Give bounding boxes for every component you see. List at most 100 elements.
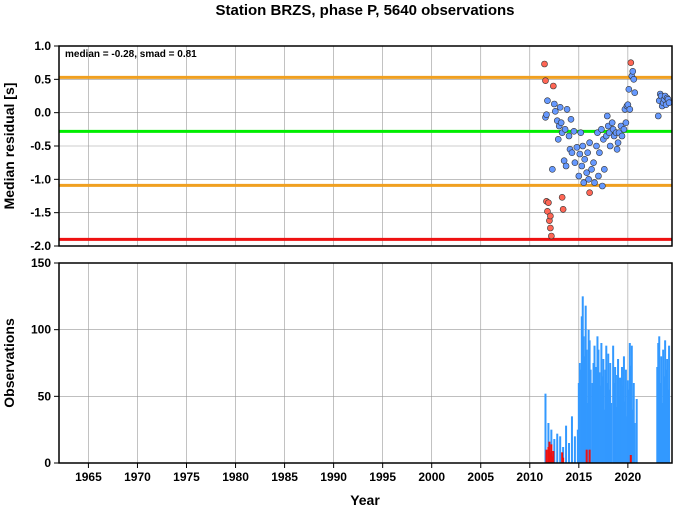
rejected-observation-bar <box>545 449 548 463</box>
data-point <box>590 159 597 166</box>
top-y-tick-label: 0.0 <box>34 106 51 120</box>
bottom-panel-x-label: Year <box>350 492 380 508</box>
data-point <box>606 142 614 150</box>
data-point <box>586 139 593 146</box>
x-tick-label: 2005 <box>467 470 494 484</box>
rejected-observation-bar <box>548 441 551 463</box>
data-point <box>622 119 630 126</box>
data-point <box>665 99 673 106</box>
data-point <box>573 144 581 151</box>
x-tick-label: 1980 <box>222 470 249 484</box>
observation-bar <box>630 345 633 463</box>
observation-bar <box>589 369 592 463</box>
x-tick-label: 1975 <box>173 470 200 484</box>
bottom-panel-frame <box>58 262 673 464</box>
data-point <box>585 176 592 183</box>
observation-bar <box>610 403 613 463</box>
observation-bar <box>565 425 568 463</box>
data-point <box>629 68 637 75</box>
rejected-observation-bar <box>585 449 588 463</box>
outlier-point <box>627 59 635 66</box>
data-point <box>608 119 616 126</box>
data-point <box>591 179 598 186</box>
top-panel-y-ticks: 1.0 0.5 0.0 -0.5 -1.0 -1.5 -2.0 <box>30 39 59 253</box>
outlier-point <box>544 208 551 215</box>
top-panel-reference-lines <box>59 75 672 241</box>
x-tick-label: 1970 <box>124 470 151 484</box>
x-tick-label: 2020 <box>615 470 642 484</box>
data-point <box>563 106 571 113</box>
observation-bar <box>570 416 573 463</box>
rejected-observation-bar <box>552 451 555 463</box>
data-point <box>544 97 551 104</box>
data-point <box>618 132 626 140</box>
x-tick-label: 1995 <box>369 470 396 484</box>
data-point <box>595 172 602 180</box>
top-panel-annotation: median = -0.28, smad = 0.81 <box>65 49 197 60</box>
top-y-tick-label: -1.5 <box>30 206 51 220</box>
bottom-y-tick-label: 150 <box>31 256 51 270</box>
data-point <box>551 108 559 115</box>
top-y-tick-label: 1.0 <box>34 39 51 53</box>
bottom-panel-y-label: Observations <box>1 318 17 408</box>
data-point <box>598 126 605 133</box>
outlier-point <box>541 60 548 68</box>
bottom-y-tick-label: 100 <box>31 323 51 337</box>
observation-bar <box>568 443 571 463</box>
observation-bar <box>635 399 638 463</box>
bottom-panel-y-ticks: 150 100 50 0 <box>31 256 59 470</box>
observation-bar <box>668 345 671 463</box>
data-point <box>549 166 556 173</box>
outlier-point <box>558 194 566 201</box>
bottom-panel-x-ticks: 1965 1970 1975 1980 1985 1990 1995 2000 2005 2010… <box>75 463 642 484</box>
data-point <box>603 112 611 120</box>
data-point <box>556 104 564 111</box>
data-point <box>614 139 622 146</box>
chart-title: Station BRZS, phase P, 5640 observations <box>216 2 515 19</box>
data-point <box>620 126 628 133</box>
data-point <box>596 149 603 156</box>
data-point <box>571 159 579 166</box>
data-point <box>554 136 562 143</box>
outlier-point <box>586 189 593 196</box>
data-point <box>630 76 638 83</box>
observation-bar <box>556 433 559 463</box>
bottom-y-tick-label: 0 <box>44 456 51 470</box>
data-point <box>588 166 595 173</box>
outlier-point <box>550 82 557 90</box>
rejected-observation-bar <box>550 444 553 463</box>
rejected-observation-bar <box>562 457 565 463</box>
data-point <box>568 149 576 156</box>
data-point <box>576 150 584 158</box>
top-panel-points <box>541 59 673 240</box>
rejected-observation-bar <box>588 449 591 463</box>
data-point <box>567 116 575 123</box>
bottom-y-tick-label: 50 <box>38 389 52 403</box>
outlier-point <box>547 224 554 232</box>
data-point <box>584 149 591 156</box>
data-point <box>601 166 608 173</box>
data-point <box>578 162 586 170</box>
data-point <box>654 112 662 120</box>
x-tick-label: 1990 <box>320 470 347 484</box>
outlier-point <box>547 212 554 220</box>
rejected-observation-bar <box>629 455 632 463</box>
data-point <box>577 129 585 136</box>
x-tick-label: 2015 <box>565 470 592 484</box>
top-panel-y-label: Median residual [s] <box>1 83 17 210</box>
outlier-point <box>542 77 549 84</box>
data-point <box>579 142 587 150</box>
x-tick-label: 2010 <box>516 470 543 484</box>
x-tick-label: 1965 <box>75 470 102 484</box>
data-point <box>575 172 583 180</box>
data-point <box>581 156 589 163</box>
observation-bar <box>573 436 576 463</box>
data-point <box>625 86 633 93</box>
outlier-point <box>548 232 555 240</box>
top-y-tick-label: -0.5 <box>30 139 51 153</box>
data-point <box>543 111 550 118</box>
data-point <box>580 179 588 186</box>
data-point <box>599 182 606 190</box>
observation-bar <box>624 369 627 463</box>
